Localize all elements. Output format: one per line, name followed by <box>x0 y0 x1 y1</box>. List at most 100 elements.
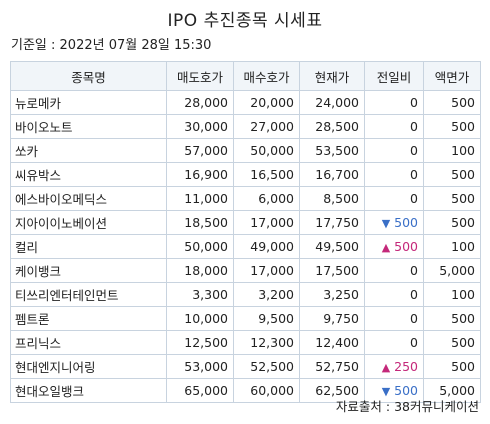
stock-name: 지아이이노베이션 <box>10 210 167 235</box>
par-value: 500 <box>423 354 481 379</box>
page-title: IPO 추진종목 시세표 <box>167 11 323 31</box>
par-value: 5,000 <box>423 378 481 403</box>
stock-name: 펨트론 <box>10 306 167 331</box>
column-header-bid: 매수호가 <box>233 61 300 91</box>
change-value: 0 <box>410 167 418 182</box>
change-value: 500 <box>394 383 418 398</box>
table-row: 현대오일뱅크 65,000 60,000 62,500 ▼ 500 5,000 <box>10 378 481 403</box>
table-header-row: 종목명 매도호가 매수호가 현재가 전일비 액면가 <box>10 61 481 91</box>
change-value: 0 <box>410 191 418 206</box>
current-price: 17,500 <box>299 258 365 283</box>
stock-name: 컬리 <box>10 234 167 259</box>
change-cell: ▲ 250 <box>364 354 424 379</box>
par-value: 100 <box>423 138 481 163</box>
table-row: 바이오노트 30,000 27,000 28,500 0 500 <box>10 114 481 139</box>
table-row: 티쓰리엔터테인먼트 3,300 3,200 3,250 0 100 <box>10 282 481 307</box>
table-row: 뉴로메카 28,000 20,000 24,000 0 500 <box>10 90 481 115</box>
table-row: 컬리 50,000 49,000 49,500 ▲ 500 100 <box>10 234 481 259</box>
current-price: 62,500 <box>299 378 365 403</box>
current-price: 53,500 <box>299 138 365 163</box>
bid-price: 9,500 <box>233 306 300 331</box>
bid-price: 50,000 <box>233 138 300 163</box>
table-row: 펨트론 10,000 9,500 9,750 0 500 <box>10 306 481 331</box>
change-value: 0 <box>410 311 418 326</box>
par-value: 100 <box>423 234 481 259</box>
bid-price: 49,000 <box>233 234 300 259</box>
change-value: 0 <box>410 95 418 110</box>
change-cell: ▲ 500 <box>364 234 424 259</box>
ask-price: 65,000 <box>166 378 234 403</box>
change-value: 0 <box>410 335 418 350</box>
current-price: 52,750 <box>299 354 365 379</box>
up-arrow-icon: ▲ <box>381 241 391 254</box>
table-row: 쏘카 57,000 50,000 53,500 0 100 <box>10 138 481 163</box>
stock-name: 바이오노트 <box>10 114 167 139</box>
bid-price: 3,200 <box>233 282 300 307</box>
current-price: 3,250 <box>299 282 365 307</box>
down-arrow-icon: ▼ <box>381 385 391 398</box>
change-value: 0 <box>410 263 418 278</box>
column-header-ask: 매도호가 <box>166 61 234 91</box>
stock-name: 현대엔지니어링 <box>10 354 167 379</box>
change-value: 0 <box>410 119 418 134</box>
bid-price: 12,300 <box>233 330 300 355</box>
ask-price: 18,000 <box>166 258 234 283</box>
change-cell: 0 <box>364 90 424 115</box>
stock-name: 에스바이오메딕스 <box>10 186 167 211</box>
column-header-name: 종목명 <box>10 61 167 91</box>
column-header-par: 액면가 <box>423 61 481 91</box>
change-value: 250 <box>394 359 418 374</box>
bid-price: 17,000 <box>233 258 300 283</box>
current-price: 17,750 <box>299 210 365 235</box>
stock-name: 현대오일뱅크 <box>10 378 167 403</box>
table-body: 뉴로메카 28,000 20,000 24,000 0 500 바이오노트 30,000 27,… <box>10 90 481 403</box>
up-arrow-icon: ▲ <box>381 361 391 374</box>
par-value: 500 <box>423 210 481 235</box>
ask-price: 50,000 <box>166 234 234 259</box>
table-row: 에스바이오메딕스 11,000 6,000 8,500 0 500 <box>10 186 481 211</box>
table-row: 케이뱅크 18,000 17,000 17,500 0 5,000 <box>10 258 481 283</box>
current-price: 9,750 <box>299 306 365 331</box>
par-value: 500 <box>423 162 481 187</box>
table-row: 프리닉스 12,500 12,300 12,400 0 500 <box>10 330 481 355</box>
ask-price: 18,500 <box>166 210 234 235</box>
stock-name: 티쓰리엔터테인먼트 <box>10 282 167 307</box>
par-value: 5,000 <box>423 258 481 283</box>
ask-price: 30,000 <box>166 114 234 139</box>
bid-price: 52,500 <box>233 354 300 379</box>
par-value: 500 <box>423 114 481 139</box>
ask-price: 12,500 <box>166 330 234 355</box>
par-value: 500 <box>423 330 481 355</box>
timestamp: 기준일 : 2022년 07월 28일 15:30 <box>11 38 212 53</box>
table-row: 현대엔지니어링 53,000 52,500 52,750 ▲ 250 500 <box>10 354 481 379</box>
change-value: 500 <box>394 239 418 254</box>
change-cell: 0 <box>364 114 424 139</box>
current-price: 8,500 <box>299 186 365 211</box>
change-cell: 0 <box>364 258 424 283</box>
bid-price: 16,500 <box>233 162 300 187</box>
ask-price: 28,000 <box>166 90 234 115</box>
change-cell: 0 <box>364 282 424 307</box>
change-cell: 0 <box>364 138 424 163</box>
table-row: 지아이이노베이션 18,500 17,000 17,750 ▼ 500 500 <box>10 210 481 235</box>
change-cell: 0 <box>364 186 424 211</box>
par-value: 100 <box>423 282 481 307</box>
down-arrow-icon: ▼ <box>381 217 391 230</box>
source-note: 자료출처 : 38커뮤니케이션 <box>335 399 479 414</box>
column-header-change: 전일비 <box>364 61 424 91</box>
ask-price: 16,900 <box>166 162 234 187</box>
par-value: 500 <box>423 306 481 331</box>
ask-price: 3,300 <box>166 282 234 307</box>
current-price: 49,500 <box>299 234 365 259</box>
column-header-price: 현재가 <box>299 61 365 91</box>
change-cell: 0 <box>364 162 424 187</box>
bid-price: 27,000 <box>233 114 300 139</box>
bid-price: 6,000 <box>233 186 300 211</box>
change-value: 500 <box>394 215 418 230</box>
bid-price: 20,000 <box>233 90 300 115</box>
change-cell: 0 <box>364 330 424 355</box>
par-value: 500 <box>423 90 481 115</box>
current-price: 24,000 <box>299 90 365 115</box>
par-value: 500 <box>423 186 481 211</box>
ask-price: 53,000 <box>166 354 234 379</box>
